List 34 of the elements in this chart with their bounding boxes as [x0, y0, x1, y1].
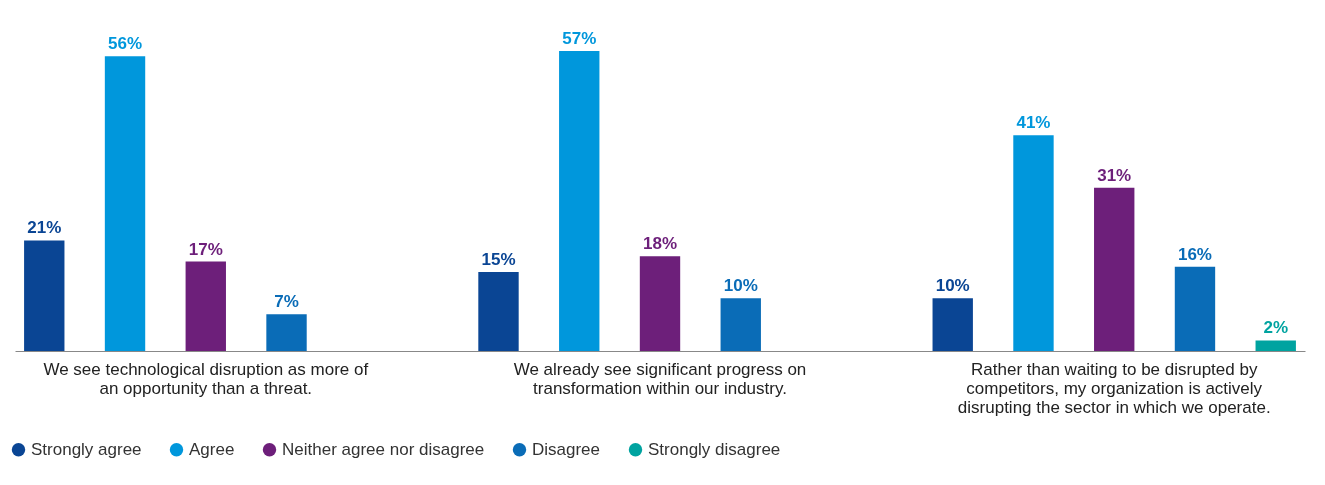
data-label: 31% [1097, 165, 1132, 185]
data-label: 56% [108, 34, 143, 54]
bar [639, 256, 681, 351]
bar [559, 51, 600, 351]
x-tick-label: We already see significant progress on transformation within our industry. [513, 359, 807, 398]
bar [104, 56, 146, 351]
data-label: 18% [642, 234, 678, 254]
legend-label: Neither agree nor disagree [282, 439, 485, 459]
bar [478, 272, 519, 351]
x-tick-label: We see technological disruption as more of an opportunity than a threat. [43, 359, 369, 398]
data-label: 21% [27, 218, 62, 238]
bar [185, 261, 226, 351]
data-label: 7% [274, 292, 299, 312]
bar [1094, 187, 1135, 351]
bar [1013, 135, 1054, 351]
data-label: 2% [1263, 318, 1289, 338]
data-label: 10% [723, 276, 758, 296]
bar [1255, 340, 1296, 351]
bar [720, 298, 761, 351]
bar [1174, 266, 1216, 351]
legend-label: Agree [189, 439, 235, 459]
legend-label: Strongly disagree [648, 439, 781, 459]
bar [266, 314, 307, 351]
bar [932, 298, 973, 351]
data-label: 10% [935, 276, 970, 296]
data-label: 15% [481, 250, 516, 270]
legend-label: Disagree [532, 439, 601, 459]
data-label: 17% [188, 239, 223, 259]
legend-label: Strongly agree [31, 439, 142, 459]
data-label: 16% [1177, 244, 1212, 264]
bar [24, 240, 65, 351]
x-tick-label: Rather than waiting to be disrupted by competitors, my organization is actively disrupting the sector in which we operate. [957, 359, 1271, 417]
data-label: 57% [562, 29, 597, 48]
data-label: 41% [1016, 113, 1051, 133]
